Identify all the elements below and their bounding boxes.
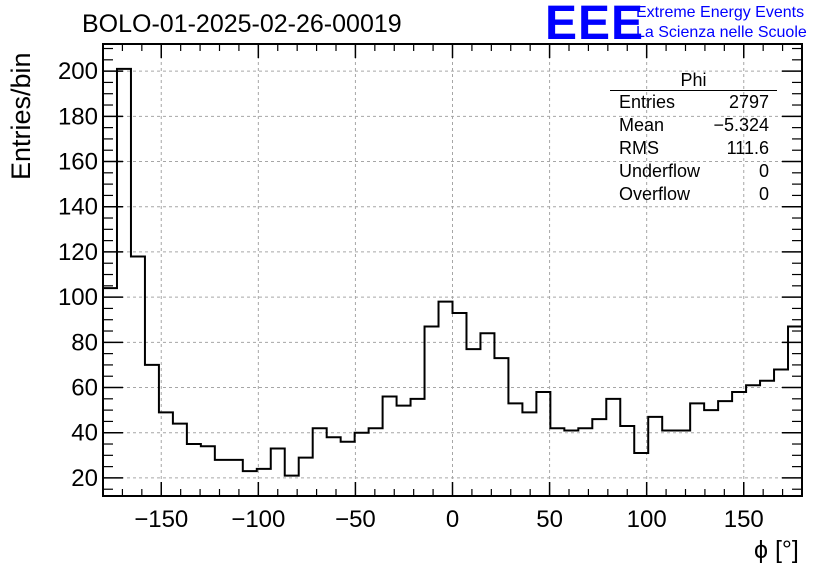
stats-value: −5.324 xyxy=(713,115,769,135)
axis-ticks xyxy=(102,44,803,496)
histogram-bin xyxy=(145,365,159,496)
x-tick-labels: −150 −100 −50 0 50 100 150 xyxy=(134,506,764,533)
histogram-bin xyxy=(774,369,788,496)
stats-value: 0 xyxy=(758,184,769,204)
histogram-bin xyxy=(159,412,173,496)
histogram-bin xyxy=(271,449,285,496)
x-tick-label: 100 xyxy=(627,506,667,533)
chart-title: BOLO-01-2025-02-26-00019 xyxy=(82,10,402,38)
stats-value: 0 xyxy=(758,161,769,181)
eee-logo: EEE xyxy=(545,0,645,50)
stats-title: Phi xyxy=(610,70,777,91)
y-tick-label: 40 xyxy=(71,420,98,447)
histogram-bin xyxy=(215,460,229,496)
histogram-bin xyxy=(508,403,522,496)
stats-box: Phi Entries 2797 Mean −5.324 RMS 111.6 U… xyxy=(610,70,777,206)
grid-lines xyxy=(103,44,802,496)
histogram-bin xyxy=(564,430,578,496)
histogram-bin xyxy=(299,458,313,496)
stats-label: Entries xyxy=(619,92,676,112)
y-tick-label: 180 xyxy=(58,103,98,130)
histogram-bin xyxy=(117,69,131,496)
brand-line-2: La Scienza nelle Scuole xyxy=(636,24,807,41)
histogram-bin xyxy=(439,302,453,496)
histogram-bin xyxy=(732,392,746,496)
x-axis-label: ϕ [°] xyxy=(754,536,799,564)
histogram-bin xyxy=(466,349,480,496)
x-tick-label: 50 xyxy=(536,506,563,533)
x-tick-label: 150 xyxy=(724,506,764,533)
histogram-bin xyxy=(327,437,341,496)
histogram-bin xyxy=(257,469,271,496)
histogram-bin xyxy=(285,476,299,496)
histogram-bin xyxy=(131,256,145,496)
y-tick-label: 160 xyxy=(58,149,98,176)
stats-row-underflow: Underflow 0 xyxy=(610,160,777,183)
histogram-bin xyxy=(355,433,369,496)
histogram-bin xyxy=(313,428,327,496)
histogram-bin xyxy=(425,327,439,497)
histogram-bin xyxy=(718,401,732,496)
histogram-bin xyxy=(746,385,760,496)
histogram-bin xyxy=(634,453,648,496)
stats-label: Underflow xyxy=(619,161,701,181)
histogram-bin xyxy=(648,417,662,496)
y-axis-label: Entries/bin xyxy=(6,52,36,180)
y-tick-label: 120 xyxy=(58,239,98,266)
histogram-bin xyxy=(187,444,201,496)
y-tick-label: 200 xyxy=(58,58,98,85)
histogram-bin xyxy=(453,313,467,496)
histogram-bin xyxy=(704,410,718,496)
histogram-bin xyxy=(760,381,774,496)
x-tick-label: −50 xyxy=(335,506,376,533)
histogram-bin xyxy=(173,424,187,496)
stats-row-overflow: Overflow 0 xyxy=(610,183,777,206)
histogram-bin xyxy=(550,428,564,496)
stats-value: 2797 xyxy=(728,92,769,112)
histogram-bin xyxy=(676,430,690,496)
y-tick-label: 80 xyxy=(71,329,98,356)
brand-line-1: Extreme Energy Events xyxy=(636,4,805,21)
y-tick-label: 100 xyxy=(58,284,98,311)
histogram-bin xyxy=(606,399,620,496)
histogram-bin xyxy=(341,442,355,496)
histogram-bin xyxy=(383,397,397,496)
stats-row-rms: RMS 111.6 xyxy=(610,137,777,160)
histogram-line xyxy=(103,67,802,477)
histogram-bin xyxy=(690,403,704,496)
y-tick-label: 60 xyxy=(71,375,98,402)
histogram-bin xyxy=(494,358,508,496)
stats-row-entries: Entries 2797 xyxy=(610,91,777,114)
y-tick-labels: 20 40 60 80 100 120 140 160 180 200 xyxy=(58,58,98,492)
histogram-bin xyxy=(397,406,411,496)
stats-label: Mean xyxy=(619,115,665,135)
histogram-bin xyxy=(201,446,215,496)
x-tick-label: 0 xyxy=(446,506,459,533)
y-tick-label: 140 xyxy=(58,194,98,221)
stats-value: 111.6 xyxy=(726,138,769,158)
stats-row-mean: Mean −5.324 xyxy=(610,114,777,137)
x-tick-label: −150 xyxy=(134,506,188,533)
histogram-bin xyxy=(103,288,117,496)
histogram-bin xyxy=(229,460,243,496)
histogram-bin xyxy=(243,471,257,496)
histogram-bin xyxy=(620,426,634,496)
y-tick-label: 20 xyxy=(71,465,98,492)
histogram-bin xyxy=(578,428,592,496)
histogram-bin xyxy=(536,392,550,496)
stats-label: Overflow xyxy=(619,184,691,204)
histogram-bin xyxy=(411,399,425,496)
x-tick-label: −100 xyxy=(231,506,285,533)
histogram-bin xyxy=(662,430,676,496)
histogram-bin xyxy=(788,327,802,497)
histogram-bin xyxy=(522,412,536,496)
stats-label: RMS xyxy=(619,138,659,158)
histogram-bin xyxy=(480,333,494,496)
histogram-bin xyxy=(592,419,606,496)
histogram-bin xyxy=(369,428,383,496)
